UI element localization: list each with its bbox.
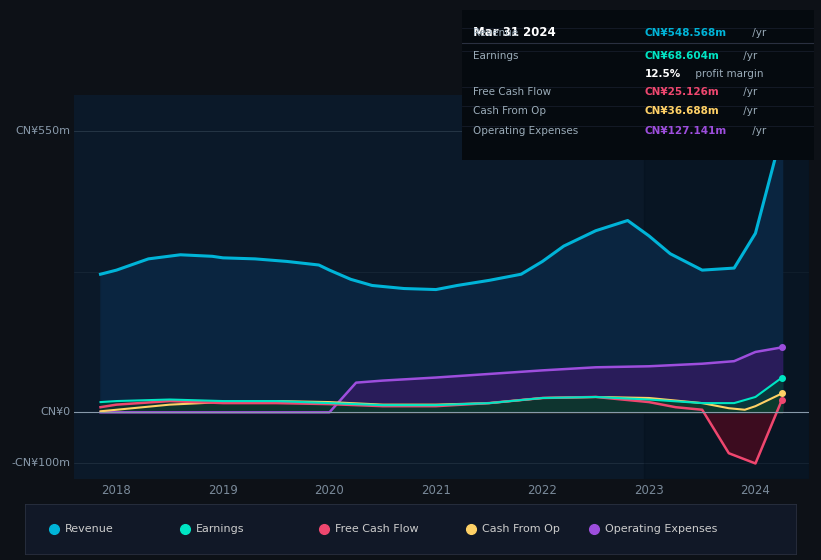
Text: CN¥36.688m: CN¥36.688m	[645, 106, 720, 116]
Text: Free Cash Flow: Free Cash Flow	[335, 524, 419, 534]
Text: CN¥25.126m: CN¥25.126m	[645, 87, 720, 96]
Text: Earnings: Earnings	[473, 50, 518, 60]
Text: Earnings: Earnings	[196, 524, 245, 534]
Text: Cash From Op: Cash From Op	[473, 106, 546, 116]
Text: /yr: /yr	[740, 87, 757, 96]
Text: /yr: /yr	[740, 50, 757, 60]
Text: Cash From Op: Cash From Op	[481, 524, 559, 534]
Text: CN¥0: CN¥0	[40, 407, 71, 417]
Text: CN¥550m: CN¥550m	[16, 126, 71, 136]
Text: Operating Expenses: Operating Expenses	[473, 125, 578, 136]
Text: /yr: /yr	[740, 106, 757, 116]
Text: CN¥127.141m: CN¥127.141m	[645, 125, 727, 136]
Text: Mar 31 2024: Mar 31 2024	[473, 26, 556, 39]
Text: /yr: /yr	[750, 28, 767, 38]
Text: Revenue: Revenue	[65, 524, 113, 534]
Text: 12.5%: 12.5%	[645, 68, 681, 78]
Text: CN¥68.604m: CN¥68.604m	[645, 50, 720, 60]
Text: Operating Expenses: Operating Expenses	[605, 524, 718, 534]
Text: profit margin: profit margin	[692, 68, 764, 78]
Text: /yr: /yr	[750, 125, 767, 136]
Bar	[644, 95, 809, 479]
Text: Free Cash Flow: Free Cash Flow	[473, 87, 551, 96]
Text: -CN¥100m: -CN¥100m	[11, 459, 71, 469]
Text: Revenue: Revenue	[473, 28, 518, 38]
Text: CN¥548.568m: CN¥548.568m	[645, 28, 727, 38]
